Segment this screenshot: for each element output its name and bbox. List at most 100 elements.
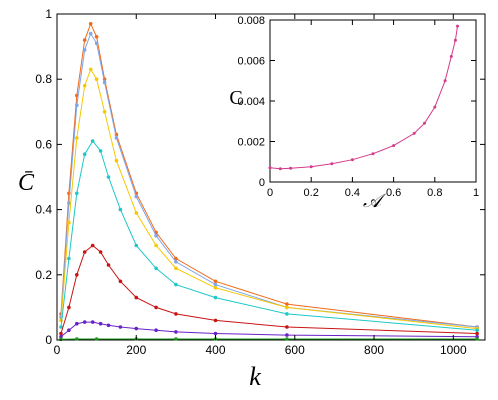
main-data-point — [88, 22, 93, 26]
inset-data-point — [456, 24, 459, 28]
main-data-point — [102, 80, 107, 85]
inset-y-tick-label: 0.006 — [237, 56, 265, 68]
main-data-point — [174, 330, 178, 334]
inset-data-point — [350, 158, 354, 162]
main-data-point — [82, 250, 87, 254]
main-data-point — [154, 243, 158, 248]
main-x-tick-label: 800 — [364, 343, 384, 357]
inset-y-tick-label: 0.004 — [237, 96, 265, 108]
inset-x-tick-label: 0.2 — [304, 187, 319, 199]
main-data-point — [75, 103, 79, 108]
main-data-point — [174, 337, 178, 341]
main-data-point — [134, 194, 139, 199]
main-data-point — [98, 250, 103, 254]
main-y-tick-label: 0.2 — [35, 268, 52, 282]
main-data-point — [213, 295, 218, 300]
main-data-point — [67, 305, 71, 310]
main-data-point — [82, 320, 87, 324]
main-data-point — [154, 328, 158, 333]
main-data-point — [88, 67, 93, 72]
main-data-point — [75, 273, 79, 277]
main-data-point — [106, 323, 111, 328]
main-data-point — [134, 243, 139, 248]
main-data-point — [67, 328, 71, 333]
main-data-point — [94, 337, 99, 341]
inset-y-axis-title: C — [229, 87, 242, 109]
main-data-point — [106, 263, 111, 267]
main-y-tick-label: 0.6 — [35, 137, 52, 151]
main-data-point — [94, 35, 99, 39]
inset-y-tick-label: 0.008 — [237, 15, 265, 27]
main-data-point — [67, 220, 71, 225]
main-data-point — [154, 233, 158, 238]
main-y-tick-label: 0 — [45, 333, 52, 347]
main-data-point — [285, 337, 289, 341]
main-data-point — [174, 266, 178, 271]
main-data-point — [90, 139, 95, 143]
main-data-point — [213, 331, 218, 336]
main-data-point — [118, 279, 123, 284]
main-series-line — [60, 140, 478, 331]
inset-x-tick-label: 1 — [473, 187, 479, 199]
main-x-tick-label: 1000 — [440, 343, 467, 357]
inset-data-point — [443, 79, 447, 83]
main-data-point — [106, 175, 111, 179]
main-data-point — [154, 266, 158, 271]
main-data-point — [285, 325, 289, 329]
main-data-point — [213, 279, 218, 284]
inset-data-point — [449, 55, 453, 58]
main-data-point — [213, 286, 218, 290]
inset-axes: 0 0.2 0.4 0.6 0.8 1 0 0.002 0.004 0.006 0.008 — [237, 15, 479, 199]
main-data-point — [90, 243, 95, 248]
main-series-line — [60, 32, 478, 328]
main-data-point — [98, 321, 103, 326]
main-y-axis-title: C̄ — [18, 170, 35, 196]
main-x-tick-label: 0 — [54, 343, 61, 357]
main-data-point — [88, 31, 93, 36]
inset-data-point — [423, 121, 426, 125]
main-data-point — [75, 191, 79, 196]
main-data-point — [98, 149, 103, 153]
main-data-point — [213, 318, 218, 323]
inset-data-point — [371, 152, 375, 156]
main-data-point — [82, 48, 87, 52]
inset-x-axis-title: 𝒜 — [363, 191, 387, 212]
main-data-point — [75, 337, 79, 341]
main-data-point — [174, 256, 178, 261]
inset-series-group — [268, 24, 459, 171]
inset-x-tick-label: 0.6 — [386, 187, 401, 199]
inset-data-point — [268, 166, 272, 170]
inset-y-tick-label: 0 — [259, 177, 265, 189]
inset-data-point — [412, 131, 416, 135]
main-y-tick-label: 0.8 — [35, 72, 52, 86]
main-data-point — [134, 295, 139, 300]
main-data-point — [114, 136, 119, 140]
main-data-point — [59, 337, 63, 342]
main-x-tick-label: 200 — [126, 343, 146, 357]
main-data-point — [75, 136, 79, 140]
inset-data-point — [433, 105, 437, 109]
inset-plot-frame — [269, 19, 477, 183]
inset-x-tick-label: 0.8 — [427, 187, 442, 199]
main-plot-frame — [56, 13, 486, 341]
main-data-point — [134, 211, 139, 215]
main-series-line — [60, 68, 478, 330]
inset-data-point — [309, 165, 313, 169]
main-data-point — [475, 328, 479, 333]
main-y-tick-label: 0.4 — [35, 203, 52, 217]
inset-data-point — [289, 166, 293, 170]
main-data-point — [67, 201, 71, 205]
inset-data-point — [278, 167, 282, 171]
inset-x-tick-label: 0.4 — [345, 187, 360, 199]
inset-x-tick-label: 0 — [267, 187, 273, 199]
main-data-point — [475, 331, 479, 336]
main-y-tick-label: 1 — [45, 7, 52, 21]
main-data-point — [154, 305, 158, 310]
main-series-line — [60, 22, 478, 328]
main-data-point — [94, 41, 99, 46]
main-data-point — [174, 312, 178, 316]
main-data-point — [118, 207, 123, 212]
main-data-point — [134, 326, 139, 331]
